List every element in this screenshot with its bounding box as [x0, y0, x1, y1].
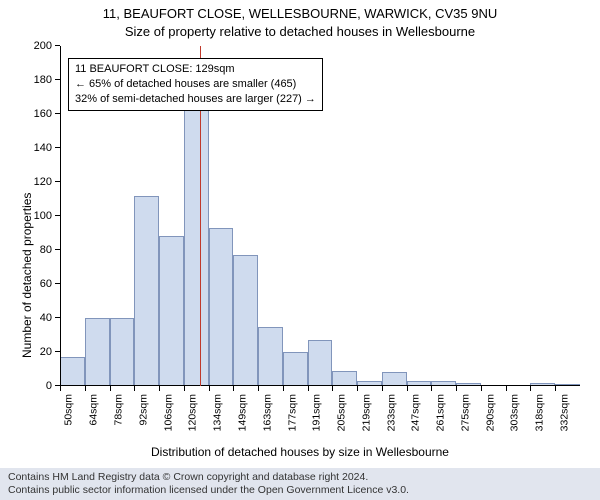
footer-line-2: Contains public sector information licen… — [8, 484, 592, 497]
x-axis-line — [60, 385, 580, 386]
xtick-label: 78sqm — [113, 394, 125, 426]
xtick-label: 233sqm — [385, 394, 397, 431]
ytick-mark — [55, 113, 60, 114]
xtick-label: 261sqm — [434, 394, 446, 431]
ytick-label: 140 — [12, 142, 52, 154]
xtick-mark — [110, 386, 111, 391]
xtick-label: 290sqm — [484, 394, 496, 431]
xtick-mark — [258, 386, 259, 391]
xtick-mark — [159, 386, 160, 391]
xtick-mark — [308, 386, 309, 391]
xtick-mark — [134, 386, 135, 391]
ytick-mark — [55, 351, 60, 352]
xtick-label: 247sqm — [410, 394, 422, 431]
footer-line-1: Contains HM Land Registry data © Crown c… — [8, 471, 592, 484]
ytick-mark — [55, 181, 60, 182]
x-axis-label: Distribution of detached houses by size … — [0, 445, 600, 459]
ytick-label: 160 — [12, 108, 52, 120]
xtick-mark — [332, 386, 333, 391]
xtick-label: 106sqm — [162, 394, 174, 431]
histogram-bar — [233, 255, 258, 386]
ytick-mark — [55, 317, 60, 318]
xtick-label: 134sqm — [212, 394, 224, 431]
xtick-label: 219sqm — [360, 394, 372, 431]
xtick-mark — [85, 386, 86, 391]
histogram-bar — [283, 352, 308, 386]
xtick-mark — [481, 386, 482, 391]
ytick-mark — [55, 79, 60, 80]
xtick-mark — [209, 386, 210, 391]
xtick-mark — [60, 386, 61, 391]
ytick-label: 120 — [12, 176, 52, 188]
histogram-bar — [382, 372, 407, 386]
xtick-mark — [382, 386, 383, 391]
xtick-mark — [530, 386, 531, 391]
plot-area: 020406080100120140160180200 50sqm64sqm78… — [60, 46, 580, 386]
xtick-label: 177sqm — [286, 394, 298, 431]
ytick-label: 40 — [12, 312, 52, 324]
ytick-mark — [55, 249, 60, 250]
xtick-mark — [357, 386, 358, 391]
ytick-label: 80 — [12, 244, 52, 256]
histogram-bar — [184, 109, 209, 386]
ytick-mark — [55, 45, 60, 46]
xtick-mark — [431, 386, 432, 391]
chart-container: 11, BEAUFORT CLOSE, WELLESBOURNE, WARWIC… — [0, 0, 600, 500]
xtick-mark — [233, 386, 234, 391]
histogram-bar — [332, 371, 357, 386]
xtick-mark — [184, 386, 185, 391]
histogram-bar — [308, 340, 333, 386]
ytick-label: 60 — [12, 278, 52, 290]
histogram-bar — [85, 318, 110, 386]
xtick-mark — [407, 386, 408, 391]
xtick-label: 332sqm — [558, 394, 570, 431]
ytick-label: 20 — [12, 346, 52, 358]
xtick-label: 92sqm — [137, 394, 149, 426]
histogram-bar — [258, 327, 283, 387]
ytick-label: 0 — [12, 380, 52, 392]
histogram-bar — [60, 357, 85, 386]
xtick-label: 275sqm — [459, 394, 471, 431]
xtick-mark — [456, 386, 457, 391]
footer: Contains HM Land Registry data © Crown c… — [0, 468, 600, 500]
ytick-label: 200 — [12, 40, 52, 52]
annotation-box: 11 BEAUFORT CLOSE: 129sqm ← 65% of detac… — [68, 58, 323, 111]
xtick-label: 120sqm — [187, 394, 199, 431]
xtick-label: 318sqm — [533, 394, 545, 431]
xtick-label: 205sqm — [335, 394, 347, 431]
xtick-mark — [283, 386, 284, 391]
ytick-label: 180 — [12, 74, 52, 86]
xtick-label: 50sqm — [63, 394, 75, 426]
histogram-bar — [209, 228, 234, 386]
xtick-label: 149sqm — [236, 394, 248, 431]
ytick-label: 100 — [12, 210, 52, 222]
xtick-mark — [506, 386, 507, 391]
ytick-mark — [55, 283, 60, 284]
histogram-bar — [110, 318, 135, 386]
xtick-label: 163sqm — [261, 394, 273, 431]
histogram-bar — [134, 196, 159, 386]
annotation-line-3: 32% of semi-detached houses are larger (… — [75, 92, 316, 107]
xtick-label: 64sqm — [88, 394, 100, 426]
histogram-bar — [159, 236, 184, 386]
xtick-mark — [555, 386, 556, 391]
page-title-line2: Size of property relative to detached ho… — [0, 24, 600, 39]
annotation-line-2: ← 65% of detached houses are smaller (46… — [75, 77, 316, 92]
y-axis-line — [60, 46, 61, 386]
xtick-label: 303sqm — [509, 394, 521, 431]
xtick-label: 191sqm — [311, 394, 323, 431]
page-title-line1: 11, BEAUFORT CLOSE, WELLESBOURNE, WARWIC… — [0, 6, 600, 21]
ytick-mark — [55, 215, 60, 216]
annotation-line-1: 11 BEAUFORT CLOSE: 129sqm — [75, 62, 316, 77]
ytick-mark — [55, 147, 60, 148]
